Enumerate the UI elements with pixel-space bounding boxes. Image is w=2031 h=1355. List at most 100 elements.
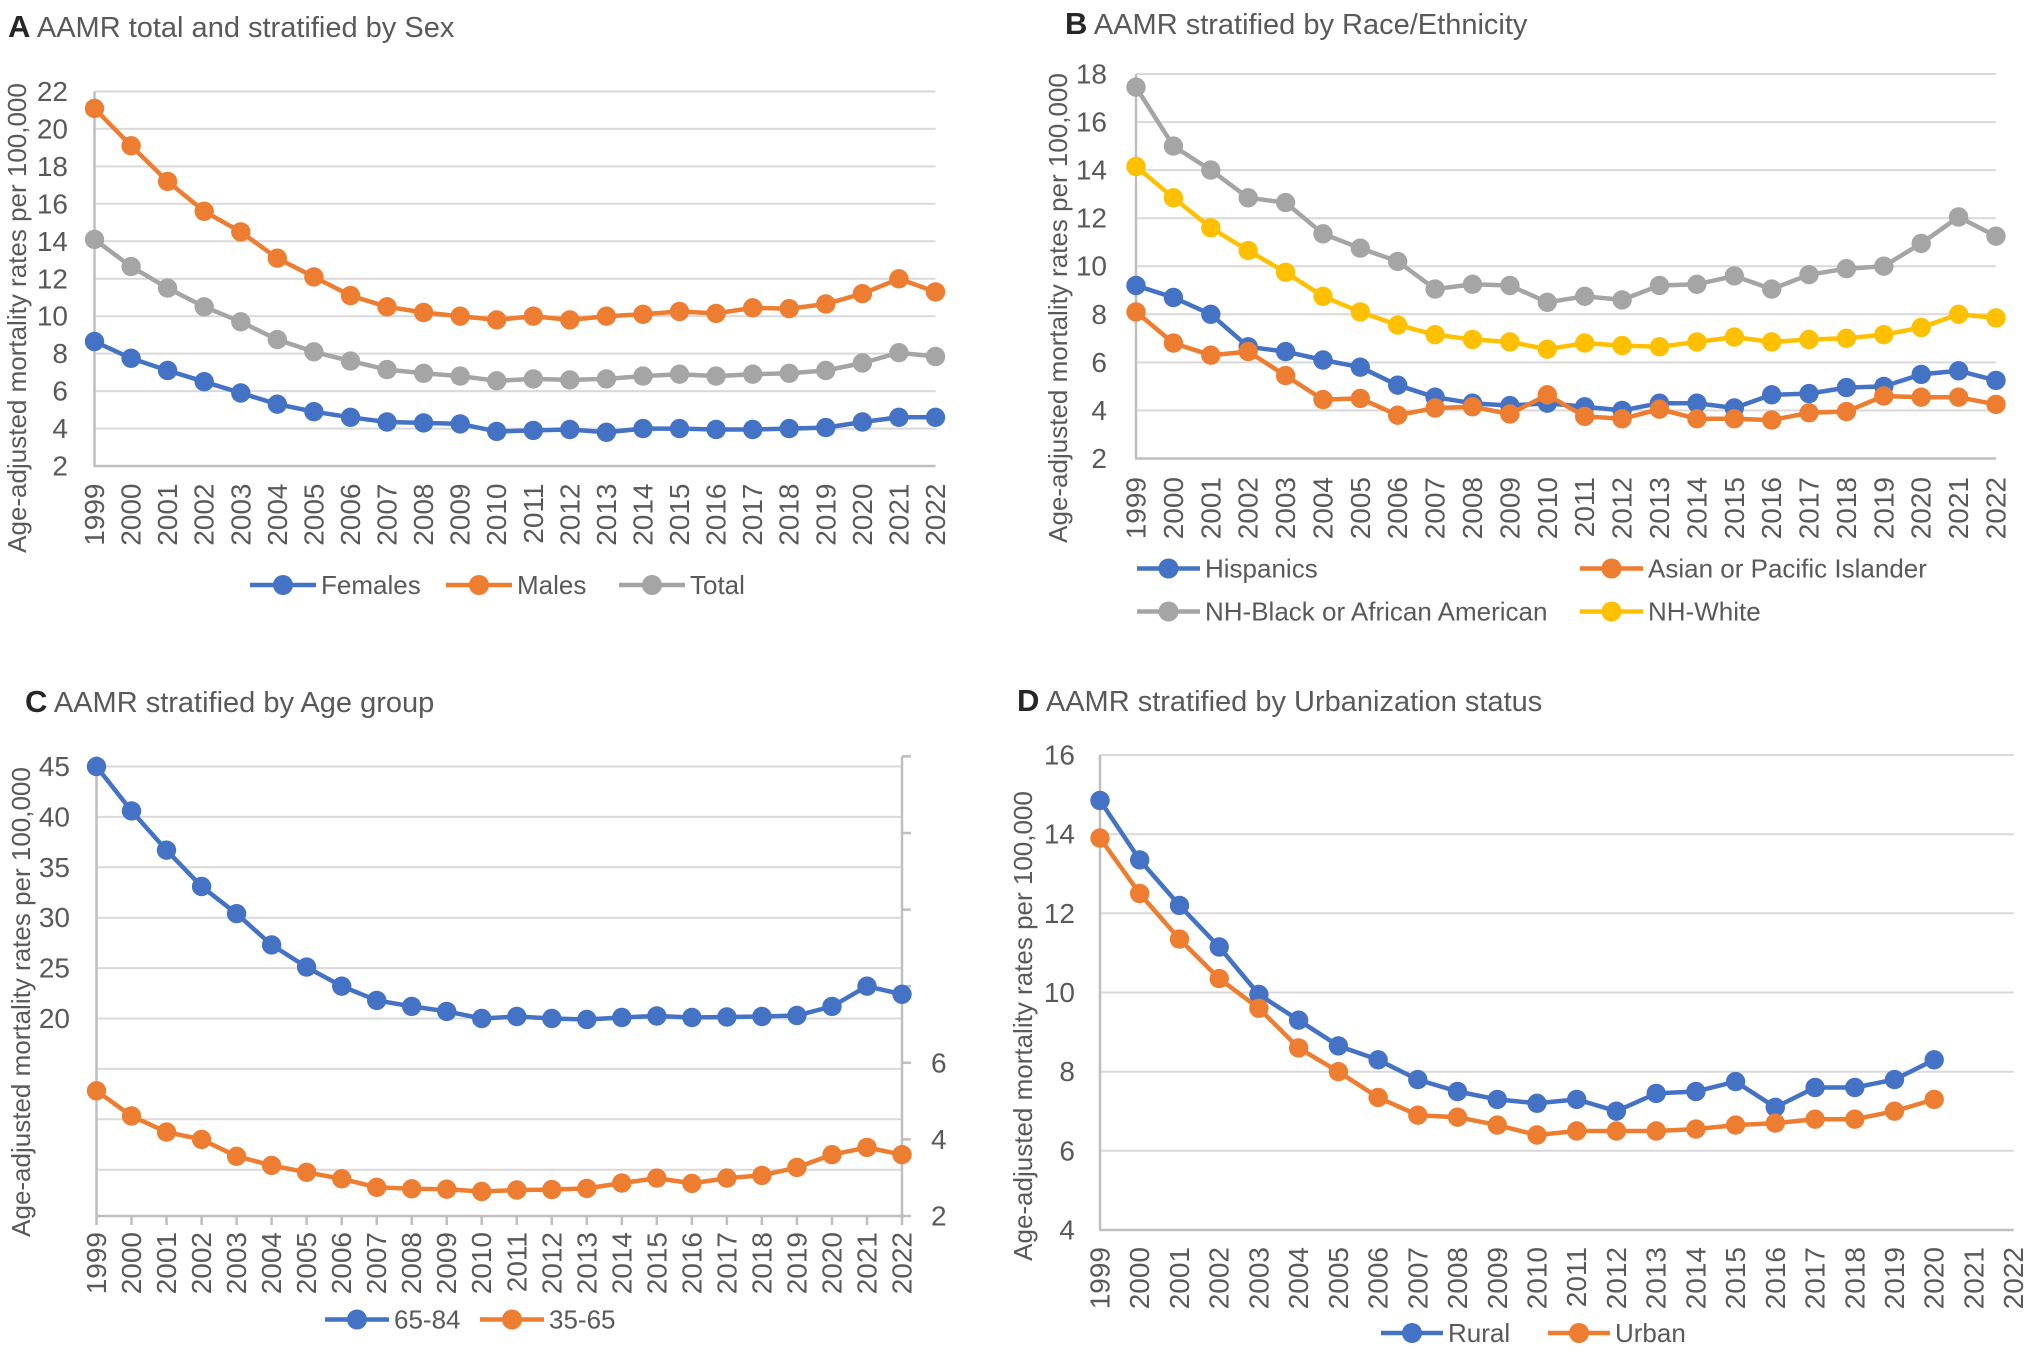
- svg-text:2000: 2000: [1124, 1247, 1155, 1309]
- svg-text:2019: 2019: [1879, 1247, 1910, 1309]
- svg-text:6: 6: [1059, 1135, 1075, 1166]
- svg-text:4: 4: [1059, 1215, 1075, 1246]
- svg-text:2022: 2022: [1998, 1247, 2029, 1309]
- svg-text:2008: 2008: [1457, 477, 1488, 539]
- svg-text:2000: 2000: [116, 1232, 147, 1294]
- svg-text:2014: 2014: [606, 1232, 637, 1294]
- svg-text:18: 18: [37, 151, 68, 182]
- svg-text:16: 16: [1076, 107, 1107, 138]
- svg-text:2002: 2002: [1233, 477, 1264, 539]
- svg-text:2013: 2013: [571, 1232, 602, 1294]
- svg-text:2007: 2007: [1402, 1247, 1433, 1309]
- svg-text:2015: 2015: [1720, 1247, 1751, 1309]
- svg-text:2012: 2012: [1601, 1247, 1632, 1309]
- svg-text:2007: 2007: [1420, 477, 1451, 539]
- svg-text:8: 8: [1091, 299, 1107, 330]
- svg-text:2009: 2009: [431, 1232, 462, 1294]
- svg-text:Age-adjusted mortality rates p: Age-adjusted mortality rates per 100,000: [6, 767, 36, 1237]
- svg-text:2022: 2022: [1981, 477, 2012, 539]
- svg-text:14: 14: [1076, 155, 1107, 186]
- svg-text:4: 4: [52, 413, 68, 444]
- svg-text:2017: 2017: [1794, 477, 1825, 539]
- svg-text:2008: 2008: [1442, 1247, 1473, 1309]
- svg-text:2021: 2021: [1959, 1247, 1990, 1309]
- svg-text:2018: 2018: [1831, 477, 1862, 539]
- svg-text:2018: 2018: [1839, 1247, 1870, 1309]
- svg-text:25: 25: [39, 953, 70, 984]
- svg-text:12: 12: [1076, 203, 1107, 234]
- svg-text:2: 2: [1091, 443, 1107, 474]
- svg-text:6: 6: [52, 376, 68, 407]
- svg-text:2004: 2004: [1308, 477, 1339, 539]
- svg-text:2014: 2014: [1681, 477, 1712, 539]
- svg-text:4: 4: [1091, 395, 1107, 426]
- svg-text:2012: 2012: [1607, 477, 1638, 539]
- svg-text:40: 40: [39, 801, 70, 832]
- svg-text:18: 18: [1076, 59, 1107, 90]
- svg-text:2014: 2014: [628, 484, 659, 546]
- svg-text:NH-Black or African American: NH-Black or African American: [1205, 597, 1547, 627]
- svg-text:12: 12: [37, 263, 68, 294]
- svg-text:6: 6: [931, 1047, 947, 1078]
- svg-text:2002: 2002: [1204, 1247, 1235, 1309]
- svg-text:2014: 2014: [1680, 1247, 1711, 1309]
- svg-text:2: 2: [931, 1201, 947, 1232]
- svg-text:1999: 1999: [1121, 477, 1152, 539]
- svg-text:Age-adjusted mortality rates p: Age-adjusted mortality rates per 100,000: [1043, 73, 1073, 543]
- svg-text:2002: 2002: [186, 1232, 217, 1294]
- svg-text:2020: 2020: [817, 1232, 848, 1294]
- svg-text:2016: 2016: [676, 1232, 707, 1294]
- svg-text:4: 4: [931, 1124, 947, 1155]
- svg-text:2007: 2007: [372, 484, 403, 546]
- svg-text:2004: 2004: [256, 1232, 287, 1294]
- svg-text:1999: 1999: [81, 1232, 112, 1294]
- svg-text:2009: 2009: [1482, 1247, 1513, 1309]
- svg-text:10: 10: [37, 301, 68, 332]
- svg-text:2009: 2009: [445, 484, 476, 546]
- svg-text:2003: 2003: [1270, 477, 1301, 539]
- svg-text:8: 8: [52, 338, 68, 369]
- svg-text:2001: 2001: [151, 1232, 182, 1294]
- svg-text:2001: 2001: [1195, 477, 1226, 539]
- svg-text:C AAMR stratified by Age group: C AAMR stratified by Age group: [25, 684, 434, 719]
- svg-text:2006: 2006: [326, 1232, 357, 1294]
- svg-text:2012: 2012: [554, 484, 585, 546]
- svg-text:2001: 2001: [1164, 1247, 1195, 1309]
- svg-text:A AAMR total and stratified by: A AAMR total and stratified by Sex: [8, 9, 455, 44]
- svg-text:2011: 2011: [1561, 1247, 1592, 1307]
- svg-text:30: 30: [39, 902, 70, 933]
- svg-text:2022: 2022: [920, 484, 951, 546]
- svg-text:2021: 2021: [852, 1232, 883, 1294]
- svg-text:2018: 2018: [746, 1232, 777, 1294]
- svg-text:2002: 2002: [189, 484, 220, 546]
- svg-text:2020: 2020: [1919, 1247, 1950, 1309]
- svg-text:2: 2: [52, 451, 68, 482]
- svg-text:Males: Males: [517, 570, 586, 600]
- svg-text:35-65: 35-65: [549, 1305, 616, 1335]
- svg-text:Age-adjusted mortality rates p: Age-adjusted mortality rates per 100,000: [1008, 791, 1038, 1261]
- svg-text:NH-White: NH-White: [1648, 597, 1761, 627]
- svg-text:2012: 2012: [536, 1232, 567, 1294]
- svg-text:2003: 2003: [225, 484, 256, 546]
- svg-text:Urban: Urban: [1615, 1318, 1686, 1348]
- svg-text:2000: 2000: [1158, 477, 1189, 539]
- svg-text:2006: 2006: [335, 484, 366, 546]
- svg-text:2006: 2006: [1363, 1247, 1394, 1309]
- svg-text:12: 12: [1044, 898, 1075, 929]
- svg-text:2022: 2022: [887, 1232, 918, 1294]
- svg-text:20: 20: [39, 1003, 70, 1034]
- svg-text:2008: 2008: [396, 1232, 427, 1294]
- svg-text:1999: 1999: [1085, 1247, 1116, 1309]
- svg-text:2001: 2001: [152, 484, 183, 546]
- svg-text:65-84: 65-84: [394, 1305, 461, 1335]
- svg-text:2003: 2003: [221, 1232, 252, 1294]
- svg-text:2016: 2016: [701, 484, 732, 546]
- svg-text:14: 14: [1044, 819, 1075, 850]
- svg-text:2009: 2009: [1494, 477, 1525, 539]
- svg-text:2010: 2010: [481, 484, 512, 546]
- svg-text:1999: 1999: [79, 484, 110, 546]
- svg-text:10: 10: [1076, 251, 1107, 282]
- svg-text:2011: 2011: [1569, 477, 1600, 537]
- svg-text:35: 35: [39, 852, 70, 883]
- svg-text:2005: 2005: [1323, 1247, 1354, 1309]
